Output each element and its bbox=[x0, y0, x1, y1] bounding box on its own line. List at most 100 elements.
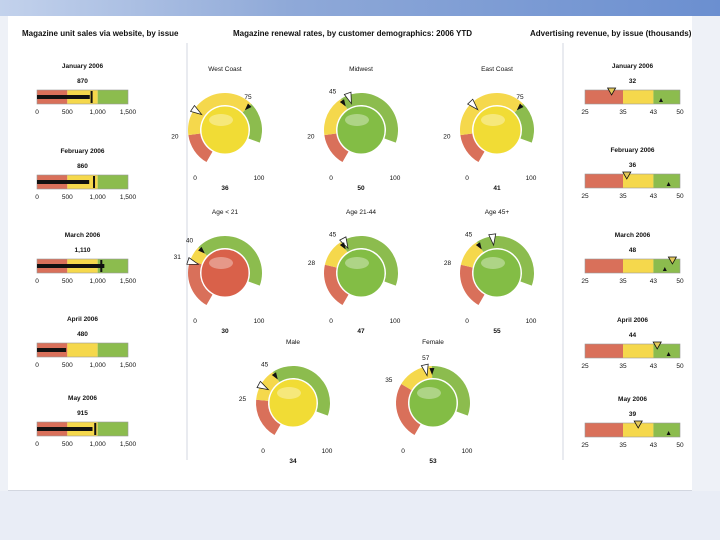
revenue-tick-label: 43 bbox=[650, 278, 658, 285]
revenue-range-band bbox=[623, 90, 654, 104]
revenue-range-band bbox=[623, 423, 654, 437]
gauge-age-45-value-marker bbox=[488, 233, 497, 247]
gauge-male-hi-label: 45 bbox=[261, 362, 269, 369]
sales-value-label: 1,110 bbox=[75, 247, 91, 254]
gauge-male-max-label: 100 bbox=[322, 448, 333, 455]
gauge-east-coast-band-yellow bbox=[459, 92, 524, 136]
gauge-male-value-label: 34 bbox=[289, 458, 297, 465]
revenue-tick-label: 25 bbox=[581, 278, 589, 285]
gauge-west-coast-band-red bbox=[188, 133, 213, 163]
revenue-target-marker bbox=[662, 267, 667, 271]
gauge-age-45-target-marker bbox=[475, 242, 482, 250]
gauge-age-45-hi-label: 45 bbox=[465, 232, 473, 239]
revenue-tick-label: 50 bbox=[676, 109, 684, 116]
revenue-frame bbox=[584, 343, 681, 359]
sales-range-band bbox=[97, 90, 128, 104]
gauge-midwest-ball-highlight bbox=[345, 114, 369, 126]
gauge-female-band-green bbox=[431, 365, 470, 416]
revenue-tick-label: 35 bbox=[619, 363, 627, 370]
advertising-title: Advertising revenue, by issue (thousands… bbox=[530, 29, 692, 38]
gauge-female-ball-highlight bbox=[417, 387, 441, 399]
gauge-midwest-lo-label: 20 bbox=[307, 133, 315, 140]
revenue-tick-label: 43 bbox=[650, 442, 658, 449]
gauge-midwest-status-ball bbox=[336, 105, 386, 155]
gauge-female-max-label: 100 bbox=[462, 448, 473, 455]
gauge-age-21-44-min-label: 0 bbox=[329, 318, 333, 325]
revenue-period-label: April 2006 bbox=[617, 317, 648, 324]
gauge-age-21-44-target-marker bbox=[339, 242, 346, 250]
sales-target-marker bbox=[94, 423, 97, 435]
sales-tick-label: 500 bbox=[62, 362, 73, 369]
sales-tick-label: 1,500 bbox=[120, 194, 137, 201]
revenue-frame bbox=[584, 258, 681, 274]
sales-tick-label: 1,000 bbox=[90, 441, 107, 448]
revenue-tick-label: 35 bbox=[619, 193, 627, 200]
sales-target-marker bbox=[90, 91, 93, 103]
gauge-male-value-marker bbox=[256, 380, 270, 391]
gauge-age-21-44-band-green bbox=[340, 236, 398, 286]
sales-period-label: January 2006 bbox=[62, 63, 104, 70]
gauge-age-45-band-red bbox=[460, 264, 485, 306]
gauge-age-21-target-marker bbox=[198, 246, 205, 254]
sales-tick-label: 500 bbox=[62, 441, 73, 448]
gauge-west-coast-target-marker bbox=[244, 103, 252, 111]
gauge-east-coast-band-green bbox=[514, 103, 534, 143]
gauge-age-21-band-red bbox=[188, 259, 213, 306]
gauge-age-45-min-label: 0 bbox=[465, 318, 469, 325]
revenue-tick-label: 50 bbox=[676, 193, 684, 200]
gauge-east-coast-status-ball bbox=[472, 105, 522, 155]
revenue-target-marker bbox=[666, 431, 671, 435]
gauge-age-21-band-yellow bbox=[190, 247, 208, 265]
revenue-period-label: March 2006 bbox=[615, 232, 651, 239]
gauge-east-coast-hi-label: 75 bbox=[516, 94, 524, 101]
revenue-period-label: February 2006 bbox=[610, 147, 654, 154]
sales-period-label: March 2006 bbox=[65, 232, 101, 239]
revenue-value-marker bbox=[622, 171, 632, 180]
revenue-range-band bbox=[653, 423, 680, 437]
gauge-east-coast-band-red bbox=[460, 133, 485, 163]
revenue-target-marker bbox=[666, 182, 671, 186]
gauge-east-coast-max-label: 100 bbox=[526, 175, 537, 182]
sales-value-bar bbox=[37, 180, 90, 184]
unit-sales-title: Magazine unit sales via website, by issu… bbox=[22, 29, 179, 38]
gauge-east-coast-target-marker bbox=[516, 103, 524, 111]
sales-range-band bbox=[97, 175, 128, 189]
gauge-age-45-max-label: 100 bbox=[526, 318, 537, 325]
sales-value-label: 860 bbox=[77, 163, 88, 170]
gauge-female-band-red bbox=[396, 383, 421, 436]
gauge-west-coast-band-green bbox=[242, 103, 262, 143]
gauge-male-status-ball bbox=[268, 378, 318, 428]
revenue-frame bbox=[584, 422, 681, 438]
sales-tick-label: 1,500 bbox=[120, 362, 137, 369]
sales-tick-label: 1,000 bbox=[90, 194, 107, 201]
gauge-age-21-lo-label: 31 bbox=[174, 254, 182, 261]
revenue-tick-label: 50 bbox=[676, 442, 684, 449]
gauge-midwest-band-green bbox=[340, 93, 398, 143]
sales-tick-label: 1,500 bbox=[120, 109, 137, 116]
gauge-midwest-target-marker bbox=[339, 99, 346, 107]
gauge-east-coast-value-label: 41 bbox=[493, 185, 501, 192]
revenue-tick-label: 50 bbox=[676, 278, 684, 285]
revenue-value-label: 44 bbox=[629, 332, 637, 339]
revenue-tick-label: 43 bbox=[650, 193, 658, 200]
gauge-west-coast-title: West Coast bbox=[208, 66, 242, 73]
gauge-female-title: Female bbox=[422, 339, 444, 346]
revenue-tick-label: 35 bbox=[619, 278, 627, 285]
gauge-male-lo-label: 25 bbox=[239, 396, 247, 403]
gauge-age-21-band-green bbox=[198, 236, 262, 286]
revenue-value-label: 39 bbox=[629, 411, 637, 418]
gauge-age-21-44-band-red bbox=[324, 264, 349, 306]
gauge-west-coast-max-label: 100 bbox=[254, 175, 265, 182]
gauge-male-ball-highlight bbox=[277, 387, 301, 399]
gauge-west-coast-min-label: 0 bbox=[193, 175, 197, 182]
sales-tick-label: 1,000 bbox=[90, 109, 107, 116]
revenue-range-band bbox=[623, 259, 654, 273]
revenue-value-label: 48 bbox=[629, 247, 637, 254]
sales-range-band bbox=[97, 422, 128, 436]
gauge-age-45-ball-highlight bbox=[481, 257, 505, 269]
sales-target-marker bbox=[100, 260, 103, 272]
gauge-age-21-ball-highlight bbox=[209, 257, 233, 269]
gauge-east-coast-lo-label: 20 bbox=[443, 133, 451, 140]
sales-tick-label: 1,000 bbox=[90, 278, 107, 285]
gauge-age-21-44-max-label: 100 bbox=[390, 318, 401, 325]
